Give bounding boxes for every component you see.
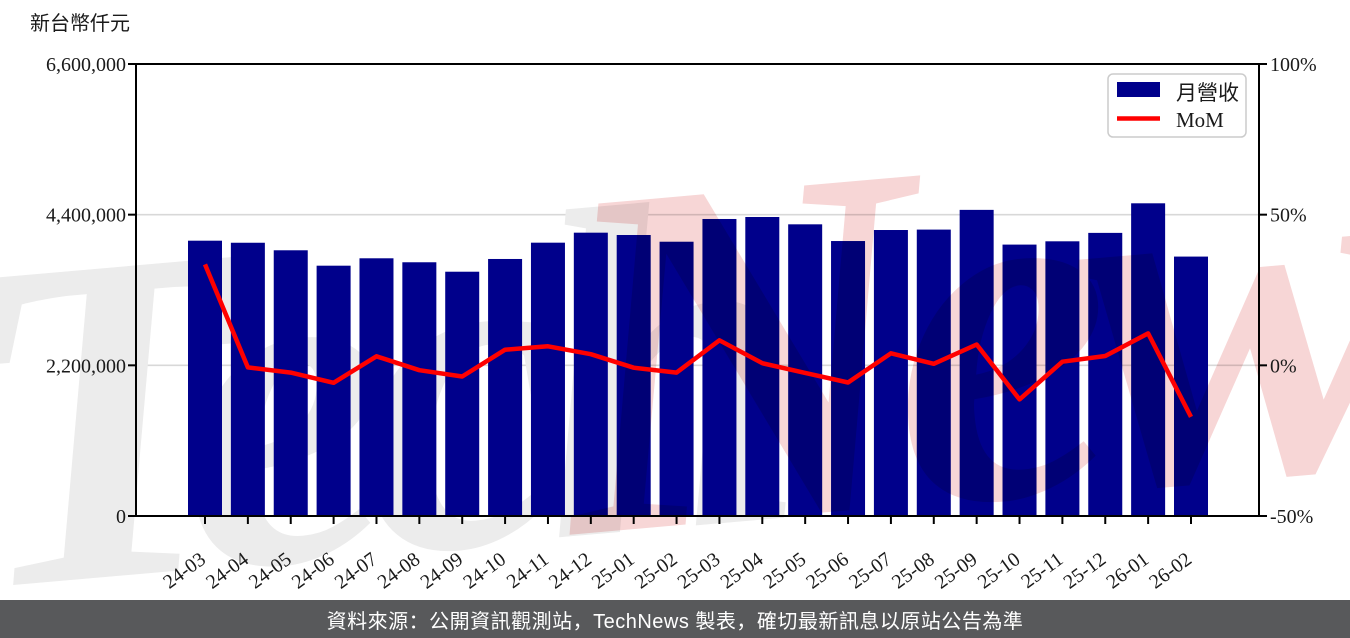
y-axis-tick-label: 0 [116,506,126,528]
revenue-chart: Tech News 0 2,200,000 4,400,000 6,600,000 -50%… [0,3,1350,638]
legend-bar-label: 月營收 [1176,81,1239,105]
legend-bar-swatch [1117,82,1160,97]
revenue-bar-24-07 [359,258,394,516]
revenue-bar-25-09 [959,209,994,516]
y-axis-title: 新台幣仟元 [30,12,130,35]
y-axis-tick-label: 4,400,000 [46,205,126,227]
revenue-bar-25-07 [873,230,908,517]
revenue-bar-25-08 [916,229,951,516]
legend-line-label: MoM [1176,108,1224,132]
revenue-bar-24-09 [445,271,480,516]
y-axis-tick-label: 2,200,000 [46,355,126,377]
revenue-bar-24-10 [488,258,523,516]
revenue-bar-25-12 [1088,232,1123,516]
revenue-bar-24-05 [273,250,308,516]
plot-border [135,63,1260,517]
revenue-bar-25-03 [702,218,737,517]
mom-line [202,263,1194,418]
revenue-bar-26-02 [1174,256,1208,516]
revenue-bar-24-06 [316,265,351,516]
right-axis-tick-label: 0% [1270,355,1297,377]
y-axis-tick-label: 6,600,000 [46,54,126,76]
revenue-bar-24-03 [188,240,222,516]
revenue-chart-svg: TechNews02,200,0004,400,0006,600,000-50%… [0,3,1350,638]
revenue-bar-24-04 [230,242,265,516]
revenue-bar-25-01 [616,235,651,517]
right-axis-tick-label: -50% [1270,506,1313,528]
revenue-bar-24-11 [530,242,565,516]
right-axis-tick-label: 100% [1270,54,1317,76]
revenue-bar-25-02 [659,241,694,516]
right-axis-tick-label: 50% [1270,205,1307,227]
revenue-bar-24-12 [573,232,608,517]
source-footer: 資料來源：公開資訊觀測站，TechNews 製表，確切最新訊息以原站公告為準 [0,600,1350,638]
source-text: 資料來源：公開資訊觀測站，TechNews 製表，確切最新訊息以原站公告為準 [326,610,1024,633]
revenue-bar-24-08 [402,262,437,516]
revenue-bar-25-11 [1045,241,1080,517]
revenue-bar-25-10 [1002,244,1037,516]
